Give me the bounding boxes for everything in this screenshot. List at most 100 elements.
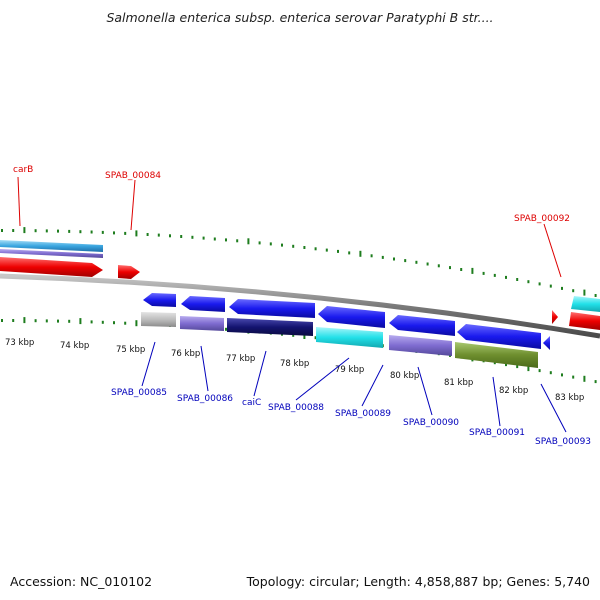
upper-scale-minor-tick [202, 236, 205, 240]
upper-scale-minor-tick [348, 251, 351, 255]
gene-label-SPAB_00090[interactable]: SPAB_00090 [403, 418, 459, 428]
lower-scale-minor-tick [505, 363, 507, 367]
lower-scale-major-tick [583, 375, 586, 382]
upper-scale-major-tick [471, 267, 474, 274]
feature-red-small[interactable] [552, 310, 558, 324]
upper-scale-minor-tick [68, 229, 71, 233]
gene-label-SPAB_00089[interactable]: SPAB_00089 [335, 409, 391, 419]
upper-scale-minor-tick [236, 239, 239, 243]
upper-scale-major-tick [583, 289, 586, 296]
lower-scale-minor-tick [516, 365, 519, 369]
upper-scale-minor-tick [113, 231, 115, 235]
tick-label: 74 kbp [60, 341, 89, 351]
upper-scale-minor-tick [482, 271, 485, 275]
lower-scale-minor-tick [549, 371, 552, 375]
gene-label-carB[interactable]: carB [13, 165, 33, 175]
upper-scale-minor-tick [225, 238, 227, 242]
feature-navy-box[interactable] [227, 318, 313, 336]
feature-olive-box[interactable] [455, 342, 538, 368]
upper-scale-minor-tick [381, 255, 384, 259]
upper-scale-minor-tick [370, 254, 373, 258]
feature-sky-stripe[interactable] [0, 240, 103, 252]
lower-scale-minor-tick [314, 336, 317, 340]
upper-scale-minor-tick [561, 286, 563, 290]
upper-scale-minor-tick [404, 259, 407, 263]
feature-SPAB_00085-arrow[interactable] [143, 293, 176, 307]
upper-scale-minor-tick [415, 260, 418, 264]
feature-SPAB_00093-arrow[interactable] [543, 336, 550, 350]
upper-scale-minor-tick [572, 289, 575, 293]
upper-scale-major-tick [247, 238, 250, 245]
upper-scale-minor-tick [169, 234, 171, 238]
gene-label-SPAB_00086[interactable]: SPAB_00086 [177, 394, 233, 404]
map-title: Salmonella enterica subsp. enterica sero… [106, 10, 494, 25]
tick-label: 76 kbp [171, 349, 200, 359]
upper-scale-minor-tick [549, 284, 552, 288]
reverse-strand [141, 293, 550, 368]
lower-scale-major-tick [79, 318, 82, 325]
lower-scale-major-tick [23, 317, 26, 324]
upper-scale-minor-tick [393, 257, 395, 261]
upper-scale-minor-tick [180, 235, 183, 238]
tick-label: 77 kbp [226, 354, 255, 364]
gene-label-SPAB_00084[interactable]: SPAB_00084 [105, 171, 161, 181]
lower-scale-major-tick [303, 333, 306, 339]
upper-scale-minor-tick [292, 244, 295, 248]
feature-cyan-box[interactable] [316, 327, 383, 348]
upper-scale-minor-tick [12, 229, 15, 232]
upper-scale-major-tick [23, 227, 26, 234]
tick-label: 78 kbp [280, 359, 309, 369]
gene-label-SPAB_00085[interactable]: SPAB_00085 [111, 388, 167, 398]
upper-scale-minor-tick [281, 243, 283, 247]
lower-scale-minor-tick [538, 369, 541, 373]
lower-scale-minor-tick [561, 373, 563, 377]
feature-carB-arrow[interactable] [0, 257, 103, 277]
feature-SPAB_00084-arrow[interactable] [118, 265, 140, 279]
tick-label: 75 kbp [116, 345, 145, 355]
feature-SPAB_00089-arrow[interactable] [389, 315, 455, 336]
tick-label: 82 kbp [499, 386, 528, 396]
feature-cyan-right[interactable] [571, 296, 600, 312]
feature-lavender-box-1[interactable] [180, 316, 224, 331]
tick-label: 79 kbp [335, 365, 364, 375]
tick-label: 83 kbp [555, 393, 584, 403]
upper-scale-minor-tick [34, 229, 37, 233]
lower-scale-minor-tick [124, 321, 127, 325]
upper-scale-minor-tick [516, 278, 519, 281]
gene-label-SPAB_00093[interactable]: SPAB_00093 [535, 437, 591, 447]
genome-summary-text: Topology: circular; Length: 4,858,887 bp… [246, 574, 590, 589]
feature-red-right[interactable] [569, 312, 600, 330]
gene-label-SPAB_00088[interactable]: SPAB_00088 [268, 403, 324, 413]
upper-scale-minor-tick [437, 264, 440, 268]
upper-tick-scale [1, 227, 597, 297]
lower-scale-minor-tick [572, 375, 575, 379]
gene-label-SPAB_00091[interactable]: SPAB_00091 [469, 428, 525, 438]
feature-SPAB_00086-arrow[interactable] [181, 296, 225, 312]
upper-scale-minor-tick [460, 268, 463, 271]
feature-SPAB_00088-arrow[interactable] [318, 306, 385, 328]
lower-gene-labels: SPAB_00085 SPAB_00086 caiC SPAB_00088 SP… [111, 341, 591, 447]
feature-grey-box[interactable] [141, 312, 176, 327]
gene-label-caiC[interactable]: caiC [242, 398, 261, 408]
tick-labels: 73 kbp 74 kbp 75 kbp 76 kbp 77 kbp 78 kb… [5, 338, 584, 403]
gene-label-SPAB_00092[interactable]: SPAB_00092 [514, 214, 570, 224]
upper-scale-minor-tick [157, 233, 160, 237]
upper-scale-minor-tick [191, 235, 194, 239]
lower-scale-minor-tick [68, 319, 71, 323]
lower-scale-minor-tick [292, 333, 295, 337]
accession-text: Accession: NC_010102 [10, 574, 153, 589]
lower-scale-minor-tick [34, 319, 37, 323]
upper-scale-minor-tick [258, 241, 261, 245]
upper-gene-labels: carB SPAB_00084 SPAB_00092 [13, 165, 570, 278]
lower-scale-minor-tick [594, 380, 597, 384]
feature-lavender-box-2[interactable] [389, 335, 452, 356]
upper-scale-minor-tick [426, 262, 429, 266]
upper-scale-minor-tick [1, 229, 3, 232]
feature-caiC-arrow[interactable] [229, 299, 315, 318]
feature-SPAB_00090-arrow[interactable] [457, 324, 541, 349]
upper-scale-minor-tick [146, 233, 149, 236]
feature-sky-stripe-2[interactable] [0, 249, 103, 258]
tick-label: 73 kbp [5, 338, 34, 348]
genome-backbone [0, 273, 600, 339]
